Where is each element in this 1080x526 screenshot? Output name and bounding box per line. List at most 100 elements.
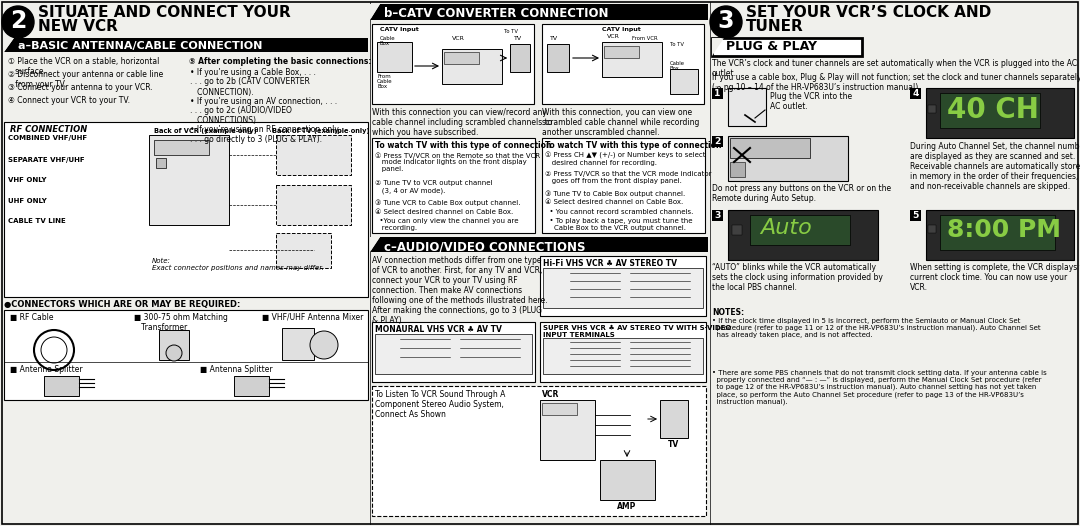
Text: TV: TV [514,36,522,41]
Polygon shape [370,4,708,20]
Text: CABLE TV LINE: CABLE TV LINE [8,218,66,224]
Text: •You can only view the channel you are
   recording.: •You can only view the channel you are r… [375,218,518,231]
Text: • There are some PBS channels that do not transmit clock setting data. If your a: • There are some PBS channels that do no… [712,370,1047,405]
Text: AV connection methods differ from one type
of VCR to another. First, for any TV : AV connection methods differ from one ty… [372,256,548,325]
Text: ■ Antenna Splitter: ■ Antenna Splitter [10,365,83,374]
Bar [375,334,532,374]
Text: With this connection, you can view one
scrambled cable channel while recording
a: With this connection, you can view one s… [542,108,700,137]
Text: 3: 3 [714,211,720,220]
Text: ■ 300-75 ohm Matching
   Transformer: ■ 300-75 ohm Matching Transformer [134,313,228,332]
Text: Box: Box [380,41,390,46]
Text: VCR: VCR [607,34,620,39]
Text: To watch TV with this type of connection: To watch TV with this type of connection [375,141,552,150]
Text: PLUG & PLAY: PLUG & PLAY [726,40,816,53]
Text: To TV: To TV [504,29,518,34]
Text: VCR: VCR [453,36,464,41]
Text: 3: 3 [718,9,734,33]
Text: ④ Select desired channel on Cable Box.: ④ Select desired channel on Cable Box. [545,199,684,206]
Circle shape [710,6,742,38]
Bar [159,330,189,360]
Text: ■ RF Cable: ■ RF Cable [10,313,54,322]
Bar [750,215,850,245]
Bar [928,105,936,113]
Text: 40 CH: 40 CH [947,96,1039,124]
Bar [730,138,810,158]
Bar [712,88,723,99]
Bar [602,42,662,77]
Text: • If you’re using an RF connection only, . . .: • If you’re using an RF connection only,… [190,125,355,134]
Text: ③ Tune VCR to Cable Box output channel.: ③ Tune VCR to Cable Box output channel. [375,199,521,206]
Bar [540,322,706,382]
Text: With this connection you can view/record any
cable channel including scrambled c: With this connection you can view/record… [372,108,552,137]
Bar [156,158,166,168]
Text: CATV Input: CATV Input [602,27,640,32]
Text: Back of VCR (example only): Back of VCR (example only) [154,128,257,134]
Bar [372,24,534,104]
Circle shape [166,345,183,361]
Bar [712,210,723,221]
Bar [940,215,1055,250]
Bar [732,225,742,235]
Text: ④ Connect your VCR to your TV.: ④ Connect your VCR to your TV. [8,96,130,105]
Text: Box: Box [670,66,679,71]
Text: • You cannot record scrambled channels.: • You cannot record scrambled channels. [545,209,693,215]
Text: Cable: Cable [380,36,395,41]
Polygon shape [4,38,368,52]
Bar [44,376,79,396]
Bar [712,38,862,56]
Text: NEW VCR: NEW VCR [38,19,118,34]
Polygon shape [370,4,380,20]
Text: NOTES:: NOTES: [712,308,744,317]
Text: . . . go directly to 3 (PLUG & PLAY).: . . . go directly to 3 (PLUG & PLAY). [190,135,322,144]
Text: From: From [377,74,391,79]
Bar [543,268,703,308]
Bar [4,122,368,297]
Text: 2: 2 [10,9,26,33]
Text: SEPARATE VHF/UHF: SEPARATE VHF/UHF [8,157,84,163]
Bar [377,42,411,72]
Text: ③ Tune TV to Cable Box output channel.: ③ Tune TV to Cable Box output channel. [545,190,685,197]
Text: ② Press TV/VCR so that the VCR mode indicator
   goes off from the front display: ② Press TV/VCR so that the VCR mode indi… [545,171,712,184]
Bar [276,185,351,225]
Bar [234,376,269,396]
Bar [154,140,210,155]
Text: ① Press CH ▲▼ (+/-) or Number keys to select
   desired channel for recording.: ① Press CH ▲▼ (+/-) or Number keys to se… [545,152,705,166]
Text: Plug the VCR into the
AC outlet.: Plug the VCR into the AC outlet. [770,92,852,111]
Text: 2: 2 [714,137,720,146]
Text: c–AUDIO/VIDEO CONNECTIONS: c–AUDIO/VIDEO CONNECTIONS [384,240,585,253]
Bar [282,328,314,360]
Bar [442,49,502,84]
Text: . . . go to 2b (CATV CONVERTER
   CONNECTION).: . . . go to 2b (CATV CONVERTER CONNECTIO… [190,77,310,97]
Text: To watch TV with this type of connection: To watch TV with this type of connection [545,141,721,150]
Bar [910,210,921,221]
Text: Do not press any buttons on the VCR or on the
Remote during Auto Setup.: Do not press any buttons on the VCR or o… [712,184,891,203]
Bar [730,162,745,177]
Bar [542,138,705,233]
Bar [670,69,698,94]
Text: 5: 5 [913,211,919,220]
Text: “AUTO” blinks while the VCR automatically
sets the clock using information provi: “AUTO” blinks while the VCR automaticall… [712,263,882,292]
Text: ④ Select desired channel on Cable Box.: ④ Select desired channel on Cable Box. [375,209,513,215]
Ellipse shape [734,98,740,108]
Text: To Listen To VCR Sound Through A
Component Stereo Audio System,
Connect As Shown: To Listen To VCR Sound Through A Compone… [375,390,505,419]
Text: UHF ONLY: UHF ONLY [8,198,46,204]
Bar [600,460,654,500]
Text: MONAURAL VHS VCR ♣ AV TV: MONAURAL VHS VCR ♣ AV TV [375,325,502,334]
Bar [510,44,530,72]
Text: ⑤ After completing the basic connections:: ⑤ After completing the basic connections… [189,57,372,66]
Text: Cable: Cable [670,61,685,66]
Text: RF CONNECTION: RF CONNECTION [10,125,87,134]
Text: From VCR: From VCR [632,36,658,41]
Text: • If you’re using an AV connection, . . .: • If you’re using an AV connection, . . … [190,96,337,106]
Bar [542,24,704,104]
Bar [926,88,1074,138]
Text: ① Press TV/VCR on the Remote so that the VCR
   mode indicator lights on the fro: ① Press TV/VCR on the Remote so that the… [375,152,540,172]
Bar [910,88,921,99]
Circle shape [310,331,338,359]
Bar [546,44,569,72]
Bar [372,322,535,382]
Text: During Auto Channel Set, the channel numbers
are displayed as they are scanned a: During Auto Channel Set, the channel num… [910,142,1080,191]
Text: TV: TV [550,36,558,41]
Polygon shape [370,237,380,252]
Text: COMBINED VHF/UHF: COMBINED VHF/UHF [8,135,87,141]
